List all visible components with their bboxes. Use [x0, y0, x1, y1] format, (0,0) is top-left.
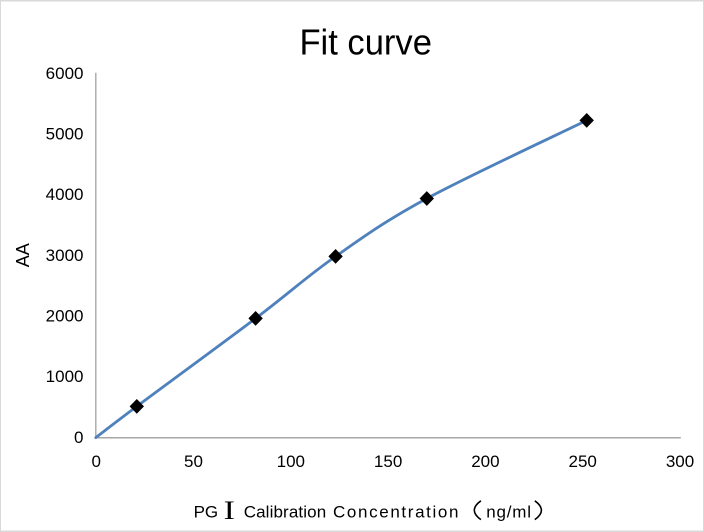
svg-text:200: 200: [471, 452, 499, 471]
svg-text:AA: AA: [13, 243, 33, 267]
svg-text:50: 50: [184, 452, 203, 471]
svg-text:I: I: [224, 496, 235, 525]
svg-text:5000: 5000: [46, 125, 84, 144]
svg-text:1000: 1000: [46, 367, 84, 386]
svg-text:0: 0: [91, 452, 100, 471]
svg-text:100: 100: [277, 452, 305, 471]
svg-text:4000: 4000: [46, 185, 84, 204]
svg-text:300: 300: [666, 452, 694, 471]
svg-text:Fit curve: Fit curve: [299, 21, 432, 62]
svg-text:Concentration: Concentration: [333, 503, 459, 522]
svg-text:150: 150: [374, 452, 402, 471]
svg-text:ng/ml: ng/ml: [486, 503, 531, 522]
svg-text:250: 250: [569, 452, 597, 471]
svg-text:Calibration: Calibration: [244, 503, 327, 522]
svg-text:0: 0: [74, 428, 83, 447]
svg-text:2000: 2000: [46, 307, 84, 326]
svg-text:PG: PG: [194, 503, 219, 522]
svg-text:3000: 3000: [46, 246, 84, 265]
svg-text:6000: 6000: [46, 64, 84, 83]
